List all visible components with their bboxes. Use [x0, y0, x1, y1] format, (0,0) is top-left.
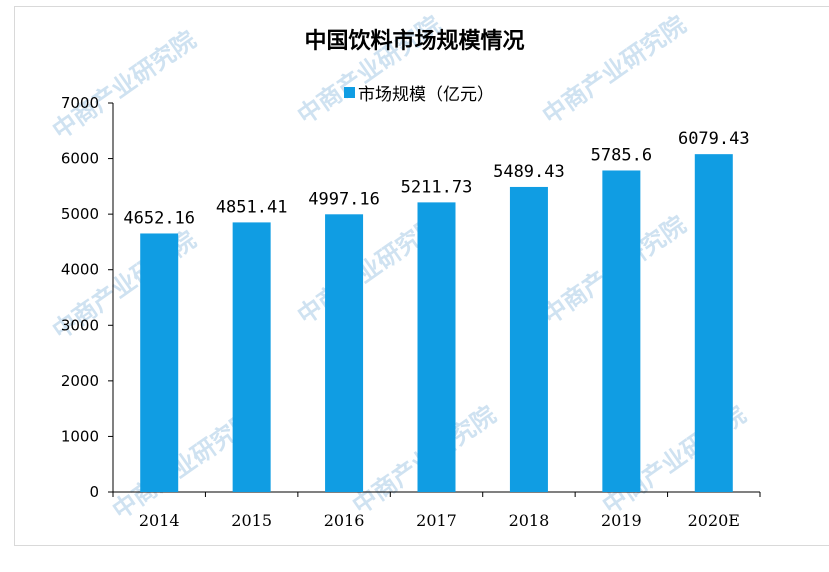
data-label: 5211.73 [401, 177, 473, 197]
data-label: 4997.16 [308, 189, 380, 209]
bars [140, 154, 733, 493]
data-label: 6079.43 [678, 129, 750, 149]
bar [694, 154, 733, 492]
data-label: 4652.16 [123, 208, 195, 228]
x-tick-label: 2019 [601, 511, 642, 530]
data-labels: 4652.16 4851.41 4997.16 5211.73 5489.43 5785.… [123, 129, 749, 228]
legend-label: 市场规模（亿元） [358, 85, 494, 105]
chart-title: 中国饮料市场规模情况 [304, 29, 525, 54]
y-tick-label: 4000 [61, 261, 99, 279]
y-tick-label: 5000 [61, 205, 99, 223]
bar [417, 202, 456, 493]
y-tick-label: 0 [89, 483, 99, 501]
bar [602, 170, 641, 492]
data-label: 5489.43 [493, 162, 565, 182]
x-tick-label: 2016 [324, 511, 365, 530]
y-tick-label: 1000 [61, 427, 99, 445]
data-label: 5785.6 [591, 145, 652, 165]
y-tick-label: 6000 [61, 150, 99, 168]
bar [325, 214, 364, 493]
x-tick-label: 2017 [416, 511, 457, 530]
x-tick-label: 2020E [688, 511, 740, 530]
legend-swatch [344, 87, 355, 98]
data-label: 4851.41 [216, 197, 288, 217]
legend: 市场规模（亿元） [344, 80, 494, 105]
bar [232, 222, 271, 493]
y-tick-label: 7000 [61, 94, 99, 112]
bar [509, 186, 548, 493]
y-tick-label: 3000 [61, 316, 99, 334]
bar [140, 233, 179, 492]
x-tick-label: 2018 [509, 511, 550, 530]
axes: 0 1000 2000 3000 4000 5000 6000 7000 2014 2015 201… [61, 94, 761, 530]
x-tick-label: 2015 [231, 511, 272, 530]
y-tick-label: 2000 [61, 372, 99, 390]
x-tick-label: 2014 [139, 511, 180, 530]
